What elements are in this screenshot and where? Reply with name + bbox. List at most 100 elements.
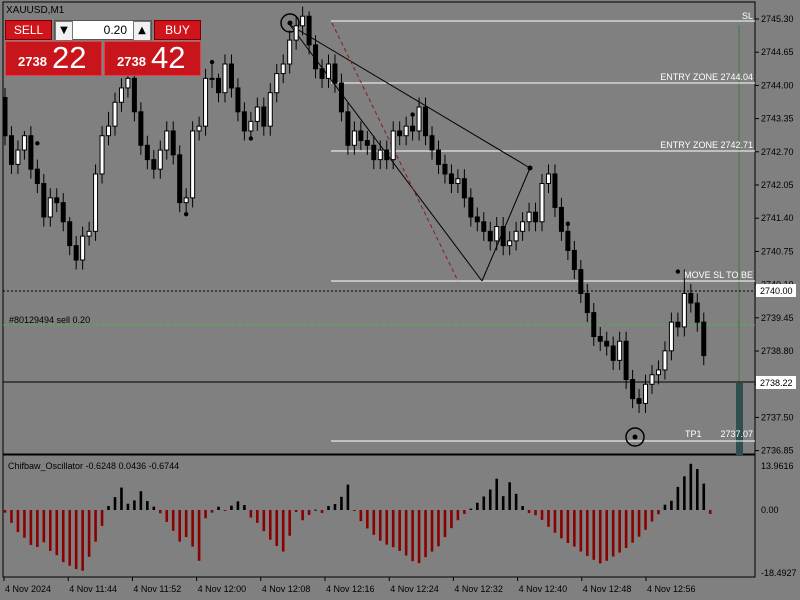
oscillator-bar	[702, 483, 706, 510]
candle-body	[112, 101, 118, 127]
candle-body	[617, 340, 623, 361]
oscillator-bar	[327, 506, 330, 510]
candle-body	[338, 82, 344, 113]
oscillator-bar	[197, 510, 201, 561]
candle-body	[177, 154, 183, 204]
lot-size-control[interactable]: ▼ 0.20 ▲	[54, 20, 152, 41]
candle-body	[694, 302, 700, 323]
candle-body	[248, 120, 254, 132]
price-tick-label: 2744.00	[761, 80, 794, 90]
time-tick-label: 4 Nov 12:32	[454, 584, 503, 594]
oscillator-bar	[29, 510, 33, 545]
oscillator-bar	[579, 510, 583, 552]
sell-button[interactable]: SELL	[5, 20, 52, 40]
time-tick-label: 4 Nov 12:16	[326, 584, 375, 594]
candle-body	[364, 140, 370, 146]
oscillator-bar	[100, 510, 104, 526]
entry-zone-1-label: ENTRY ZONE 2744.04	[660, 72, 753, 82]
oscillator-bar	[171, 510, 175, 531]
candle-body	[513, 230, 519, 242]
oscillator-bar	[10, 510, 13, 523]
oscillator-bar	[281, 510, 285, 552]
oscillator-bar	[521, 506, 524, 510]
move-sl-label: MOVE SL TO BE	[684, 270, 753, 280]
candle-body	[60, 202, 66, 223]
oscillator-bar	[592, 510, 596, 560]
oscillator-bar	[366, 510, 369, 529]
oscillator-bar	[36, 510, 39, 547]
candle-body	[461, 178, 467, 199]
swing-low-marker	[625, 427, 645, 447]
candle-body	[222, 63, 228, 94]
candle-body	[403, 125, 409, 137]
oscillator-bar	[508, 482, 511, 510]
candle-body	[118, 87, 124, 103]
buy-price-box[interactable]: 2738 42	[104, 40, 201, 76]
oscillator-bar	[391, 510, 395, 548]
candle-body	[28, 135, 34, 170]
lot-size-input[interactable]: 0.20	[103, 23, 127, 37]
candle-body	[481, 221, 487, 232]
trendline-rise[interactable]	[481, 167, 531, 282]
fractal-dot	[565, 221, 571, 226]
oscillator-bar	[133, 500, 136, 510]
candle-body	[584, 292, 590, 314]
oscillator-bar	[320, 510, 324, 513]
candle-body	[565, 230, 571, 251]
oscillator-tick-label: -18.4927	[761, 568, 797, 578]
trade-panel: SELL ▼ 0.20 ▲ BUY 2738 22 2738 42	[5, 20, 201, 76]
oscillator-bar	[346, 484, 350, 510]
sell-price-box[interactable]: 2738 22	[5, 40, 102, 76]
oscillator-bar	[340, 496, 343, 510]
oscillator-bar	[146, 501, 149, 510]
candle-body	[106, 125, 112, 137]
candle-body	[500, 226, 506, 247]
buy-price-small: 2738	[117, 54, 146, 69]
candle-body	[552, 173, 558, 208]
lot-decrease-icon[interactable]: ▼	[55, 21, 73, 41]
price-tick-label: 2740.75	[761, 246, 794, 256]
oscillator-bar	[547, 510, 550, 527]
oscillator-bar	[456, 510, 460, 521]
candle-body	[390, 130, 396, 161]
oscillator-bar	[560, 510, 563, 539]
candle-body	[358, 130, 364, 142]
candle-body	[47, 197, 53, 218]
oscillator-bar	[236, 501, 240, 510]
swing-low-dot	[632, 434, 638, 440]
lot-increase-icon[interactable]: ▲	[133, 21, 151, 41]
time-tick-label: 4 Nov 12:24	[390, 584, 439, 594]
oscillator-bar	[689, 463, 693, 510]
oscillator-label: Chifbaw_Oscillator -0.6248 0.0436 -0.674…	[8, 461, 179, 471]
oscillator-bar	[372, 510, 376, 535]
fractal-dot	[138, 126, 144, 132]
buy-button[interactable]: BUY	[154, 20, 201, 40]
oscillator-bar	[184, 510, 188, 538]
oscillator-bar	[81, 510, 84, 571]
entry-zone-2-label: ENTRY ZONE 2742.71	[660, 140, 753, 150]
oscillator-bar	[120, 487, 123, 510]
sell-button-label: SELL	[13, 23, 44, 37]
oscillator-bar	[495, 478, 499, 510]
oscillator-bar	[3, 510, 7, 513]
oscillator-bar	[359, 510, 363, 522]
candle-body	[2, 96, 8, 137]
candle-body	[442, 163, 448, 175]
oscillator-bar	[670, 500, 673, 510]
candle-body	[8, 135, 14, 165]
window-title: XAUUSD,M1	[6, 5, 65, 16]
trendline-upper[interactable]	[289, 24, 531, 169]
oscillator-bar	[210, 510, 214, 513]
oscillator-bar	[527, 510, 531, 513]
candle-body	[86, 230, 92, 237]
swing-high-dot	[287, 20, 293, 26]
oscillator-bar	[158, 510, 162, 514]
candle-body	[131, 77, 137, 113]
oscillator-bar	[482, 496, 486, 510]
candle-body	[423, 106, 429, 137]
price-tick-label: 2745.30	[761, 14, 794, 24]
current-price-label: 2738.22	[760, 378, 793, 388]
candle-body	[474, 216, 480, 223]
time-tick-label: 4 Nov 11:52	[133, 584, 181, 594]
